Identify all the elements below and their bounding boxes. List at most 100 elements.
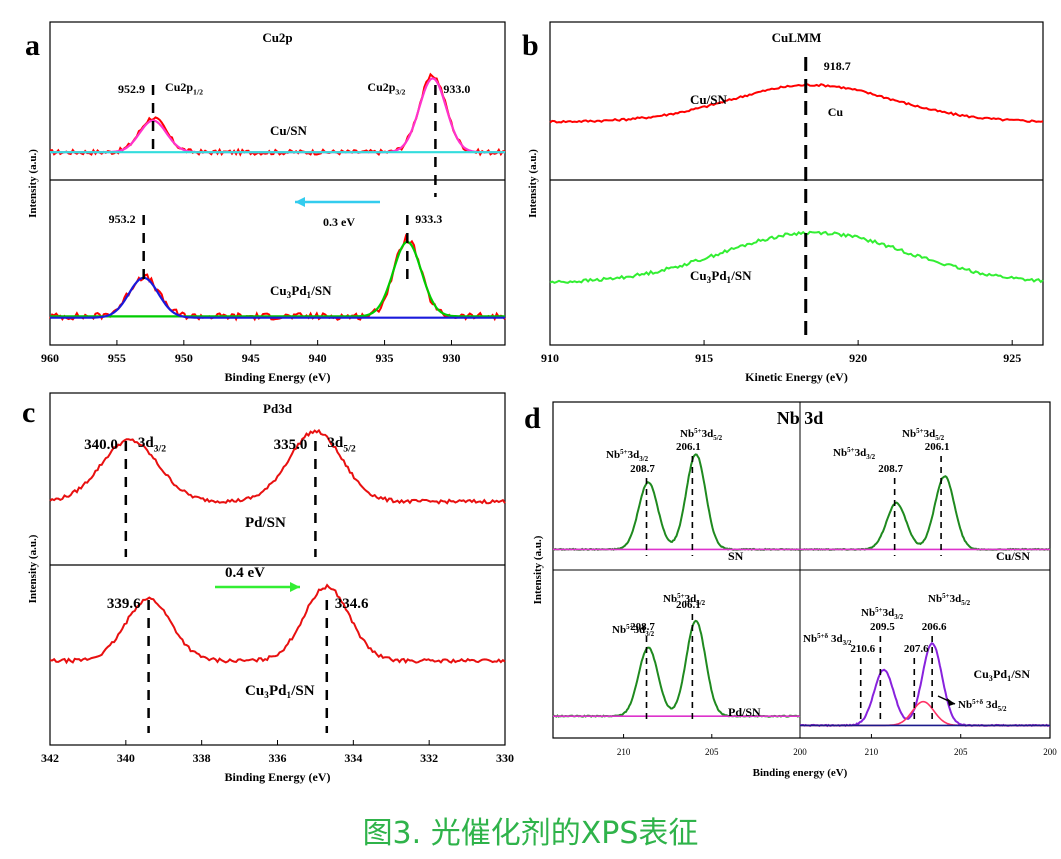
peak-value-d-0-0: 208.7 <box>630 463 655 475</box>
peak-name-c-0-0: 3d3/2 <box>138 435 166 455</box>
panel-letter-b: b <box>522 29 539 62</box>
x-tick-label-a-4: 940 <box>309 351 327 365</box>
shift-label-c: 0.4 eV <box>225 565 265 581</box>
x-tick-label-a-6: 930 <box>442 351 460 365</box>
species-label-d-0: Nb5+3d3/2 <box>606 448 649 463</box>
sample-label-c-1: Cu3 Pd1 /SN <box>245 683 315 700</box>
x-tick-label-a-1: 955 <box>108 351 126 365</box>
panel-d: d Nb 3d Intensity (a.u.) Binding energy (eV… <box>524 401 1057 779</box>
species-label-d-3: Nb5+3d5/2 <box>902 427 945 442</box>
plot-frame-a <box>49 21 506 346</box>
sample-label-a-1: Cu3 Pd1 /SN <box>270 283 332 300</box>
peak-value-d-3-0: 210.6 <box>850 643 875 655</box>
peak-value-a-1-1: 933.3 <box>415 212 442 226</box>
panel-letter-c: c <box>22 396 35 429</box>
peak-value-c-1-0: 339.6 <box>107 596 141 612</box>
x-tick-label-d-1-0: 210 <box>865 747 879 757</box>
x-axis-label-a: Binding Energy (eV) <box>224 370 330 384</box>
peak-value-a-0-1: 933.0 <box>443 82 470 96</box>
series-c-0-0 <box>49 428 506 505</box>
peak-value-d-0-1: 206.1 <box>676 441 701 453</box>
cu-reference-value: 918.7 <box>824 59 851 73</box>
species-label-d-4: Nb5+3d3/2 <box>612 623 655 638</box>
peak-value-c-1-1: 334.6 <box>335 596 369 612</box>
x-tick-label-a-2: 950 <box>175 351 193 365</box>
x-axis-label-d: Binding energy (eV) <box>753 767 848 779</box>
panel-a: a Cu2p Intensity (a.u.) Binding Energy (eV)… <box>25 21 506 384</box>
cu-reference-label: Cu <box>828 105 844 119</box>
plot-frame-b <box>549 21 1044 346</box>
x-tick-label-d-0-2: 200 <box>793 747 807 757</box>
shift-arrowhead-c <box>290 582 300 592</box>
peak-name-a-0-1: Cu2p3/2 <box>367 80 405 97</box>
peak-value-d-3-3: 206.6 <box>922 621 947 633</box>
peak-value-c-0-1: 335.0 <box>274 437 308 453</box>
y-axis-label-a: Intensity (a.u.) <box>27 149 39 218</box>
peak-value-d-1-0: 208.7 <box>878 463 903 475</box>
species-label-d-9: Nb5+δ 3d5/2 <box>958 698 1007 713</box>
peak-value-d-2-1: 206.1 <box>676 599 701 611</box>
series-d-0-0 <box>552 453 801 552</box>
x-tick-label-c-6: 330 <box>496 751 514 765</box>
x-tick-label-a-5: 935 <box>376 351 394 365</box>
x-tick-label-c-5: 332 <box>420 751 438 765</box>
y-axis-label-b: Intensity (a.u.) <box>527 149 539 218</box>
x-tick-label-c-2: 338 <box>193 751 211 765</box>
chart-title-b: CuLMM <box>772 30 822 45</box>
x-tick-label-d-0-1: 205 <box>705 747 719 757</box>
x-axis-label-b: Kinetic Energy (eV) <box>745 370 848 384</box>
x-tick-label-b-2: 920 <box>849 351 867 365</box>
y-axis-label-c: Intensity (a.u.) <box>27 534 39 603</box>
species-label-d-1: Nb5+3d5/2 <box>680 427 723 442</box>
x-tick-label-b-1: 915 <box>695 351 713 365</box>
peak-value-c-0-0: 340.0 <box>84 437 118 453</box>
series-d-3-1 <box>800 700 1050 727</box>
series-b-1-0 <box>549 230 1044 284</box>
peak-name-c-0-1: 3d5/2 <box>327 435 355 455</box>
species-label-d-2: Nb5+3d3/2 <box>833 446 876 461</box>
peak-name-a-0-0: Cu2p1/2 <box>165 80 203 97</box>
sample-label-d-3: Cu3 Pd1 /SN <box>973 667 1030 683</box>
species-label-d-6: Nb5+3d3/2 <box>861 606 904 621</box>
panel-letter-d: d <box>524 402 541 435</box>
panel-c: c Pd3d Intensity (a.u.) Binding Energy (eV)… <box>22 392 514 784</box>
sample-label-b-0: Cu/SN <box>690 92 727 107</box>
peak-value-d-3-1: 209.5 <box>870 621 895 633</box>
peak-value-d-1-1: 206.1 <box>925 441 950 453</box>
x-tick-label-d-1-1: 205 <box>954 747 968 757</box>
peak-value-a-1-0: 953.2 <box>109 212 136 226</box>
sample-label-b-1: Cu3 Pd1 /SN <box>690 268 752 285</box>
series-b-0-0 <box>549 83 1044 124</box>
species-label-d-7: Nb5+3d5/2 <box>928 592 971 607</box>
x-tick-label-c-0: 342 <box>41 751 59 765</box>
species-label-d-8: Nb5+δ 3d3/2 <box>803 632 852 647</box>
sample-label-a-0: Cu/SN <box>270 123 307 138</box>
panel-letter-a: a <box>25 29 40 62</box>
panel-b: b CuLMM Intensity (a.u.) Kinetic Energy (eV… <box>522 21 1044 384</box>
species-label-d-5: Nb5+3d5/2 <box>663 592 706 607</box>
shift-label-a: 0.3 eV <box>323 215 355 229</box>
x-tick-label-d-0-0: 210 <box>617 747 631 757</box>
chart-title-d: Nb 3d <box>777 408 824 428</box>
x-tick-label-c-3: 336 <box>269 751 287 765</box>
peak-value-a-0-0: 952.9 <box>118 82 145 96</box>
x-tick-label-c-4: 334 <box>344 751 362 765</box>
x-tick-label-a-0: 960 <box>41 351 59 365</box>
x-tick-label-a-3: 945 <box>242 351 260 365</box>
chart-title-a: Cu2p <box>262 30 292 45</box>
pointer-arrowhead-d <box>947 698 955 706</box>
series-d-1-0 <box>799 475 1051 551</box>
figure-caption: 图3. 光催化剂的XPS表征 <box>362 816 699 851</box>
x-tick-label-b-0: 910 <box>541 351 559 365</box>
series-d-2-0 <box>552 619 801 718</box>
series-a-1-1 <box>50 240 505 318</box>
x-tick-label-d-1-2: 200 <box>1043 747 1057 757</box>
series-c-1-0 <box>49 583 506 665</box>
series-d-3-0 <box>800 641 1050 728</box>
y-axis-label-d: Intensity (a.u.) <box>532 535 544 604</box>
series-a-1-2 <box>50 276 505 319</box>
chart-title-c: Pd3d <box>263 401 293 416</box>
x-axis-label-c: Binding Energy (eV) <box>224 770 330 784</box>
x-tick-label-b-3: 925 <box>1003 351 1021 365</box>
